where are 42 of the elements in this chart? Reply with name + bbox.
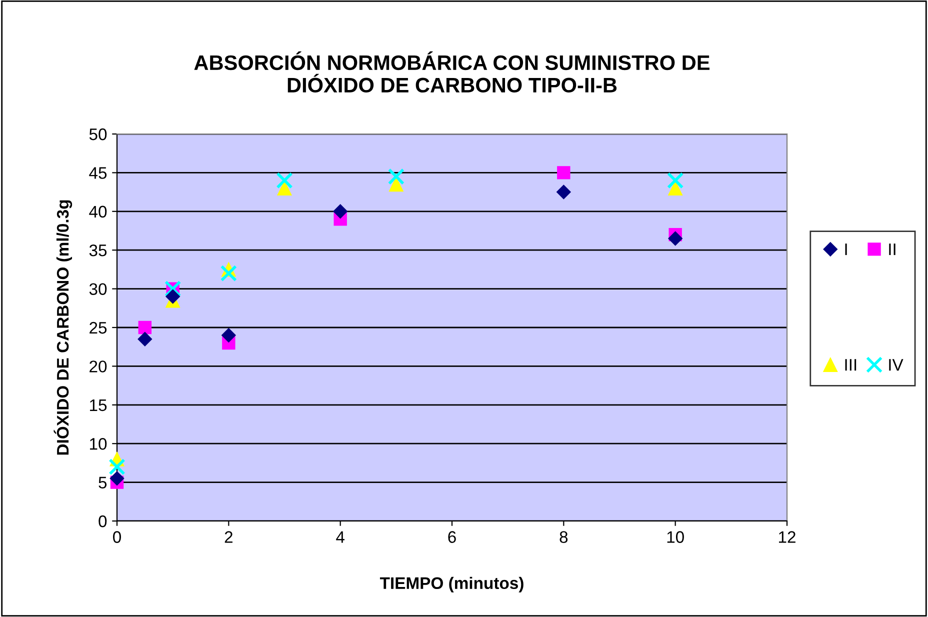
y-tick-label: 45 [89,167,107,179]
point [557,166,570,180]
y-tick-label: 15 [90,399,107,412]
x-tick-label: 12 [779,531,796,543]
x-tick-label: 10 [667,531,684,543]
point [388,168,404,185]
x-tick-label: 6 [448,531,456,543]
y-tick-label: 25 [90,322,107,334]
point [277,180,292,196]
legend-label: IV [889,359,904,371]
chart-title: ABSORCIÓN NORMOBÁRICA CON SUMINISTRO DE DIÓXIDO DE CARBONO TIPO-II-B [194,51,710,93]
legend-label: III [845,359,856,371]
point [667,172,684,189]
point [388,177,404,192]
y-tick-label: 20 [90,360,107,372]
point [276,172,293,189]
y-axis-title: DIÓXIDO DE CARBONO (ml/0.3g [54,200,72,455]
x-tick-label: 0 [113,531,121,543]
point [110,471,124,486]
point [333,204,348,219]
y-tick-label: 35 [89,244,107,256]
point [668,231,683,246]
x-tick-label: 8 [560,531,568,543]
x-tick-label: 4 [336,531,344,543]
y-tick-label: 10 [90,438,107,450]
point [138,332,152,346]
y-tick-label: 30 [89,283,107,296]
x-axis-title: TIEMPO (minutos) [380,576,524,592]
legend-label: I [845,244,847,256]
legend-label: II [889,244,896,256]
y-tick-label: 50 [89,128,107,140]
y-tick-label: 5 [98,476,107,489]
point [556,184,571,200]
point [220,264,237,282]
y-tick-label: 0 [98,515,107,528]
x-tick-label: 2 [224,531,232,543]
point [138,320,152,334]
point [221,328,236,342]
point [668,180,683,196]
y-tick-label: 40 [89,206,107,218]
point [166,289,180,304]
point [108,458,126,476]
